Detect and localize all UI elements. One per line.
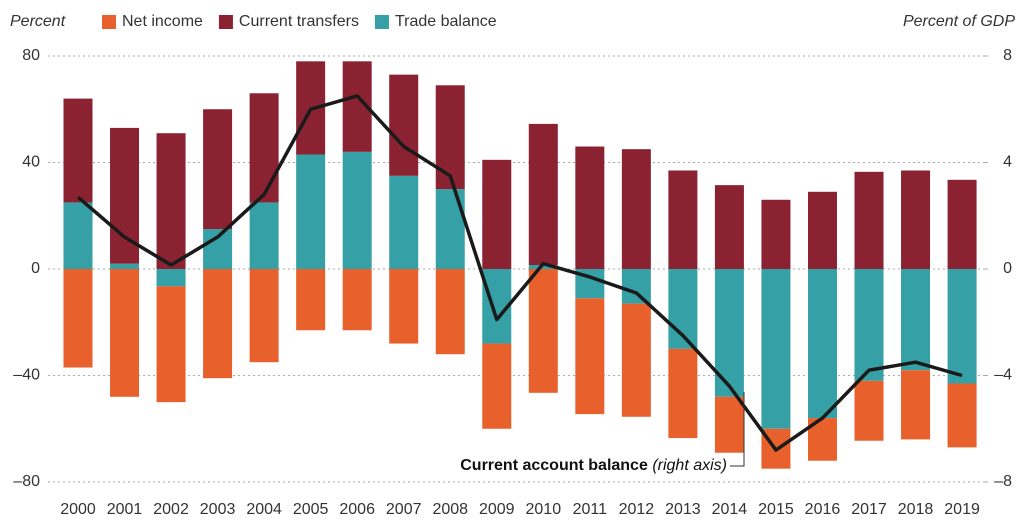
y2-tick-label: 0	[1003, 260, 1012, 277]
x-tick-label: 2000	[60, 501, 96, 518]
bar	[63, 98, 93, 203]
bar	[947, 179, 977, 269]
bar	[342, 151, 372, 269]
bar	[435, 269, 465, 355]
bar	[761, 269, 791, 429]
bar	[854, 380, 884, 441]
bar	[807, 191, 837, 269]
x-tick-label: 2013	[665, 501, 701, 518]
line	[76, 94, 963, 452]
x-tick-label: 2006	[339, 501, 375, 518]
annotation-note: (right axis)	[652, 457, 727, 474]
bar	[901, 269, 931, 371]
y2-tick-label: –8	[994, 473, 1012, 490]
x-tick-label: 2015	[758, 501, 794, 518]
bar	[668, 170, 698, 269]
y2-axis-label: Percent of GDP	[903, 13, 1015, 30]
y-tick-label: 80	[22, 47, 40, 64]
legend-label: Current transfers	[239, 13, 359, 30]
y2-tick-label: –4	[994, 367, 1012, 384]
bar	[389, 269, 419, 344]
x-tick-label: 2014	[712, 501, 748, 518]
x-tick-label: 2009	[479, 501, 515, 518]
bar	[854, 269, 884, 381]
legend-label: Trade balance	[395, 13, 497, 30]
bar	[714, 396, 744, 453]
x-tick-label: 2003	[200, 501, 236, 518]
bar	[482, 343, 512, 429]
legend-swatch	[374, 15, 389, 29]
legend-label: Net income	[122, 13, 203, 30]
x-tick-label: 2010	[526, 501, 562, 518]
bar	[110, 263, 140, 269]
bar	[621, 149, 651, 269]
bar	[249, 93, 279, 203]
bar	[807, 269, 837, 419]
bar	[249, 202, 279, 269]
annotation-leader	[730, 392, 745, 467]
x-tick-label: 2007	[386, 501, 422, 518]
bar	[528, 265, 558, 269]
bar	[296, 269, 326, 331]
bar	[482, 159, 512, 269]
bar	[63, 202, 93, 269]
bar	[621, 269, 651, 304]
y2-tick-label: 4	[1003, 154, 1012, 171]
x-tick-label: 2019	[944, 501, 980, 518]
bar	[668, 348, 698, 439]
y-tick-label: –40	[13, 367, 40, 384]
bar	[714, 185, 744, 269]
bar	[110, 269, 140, 397]
x-tick-label: 2016	[805, 501, 841, 518]
bar	[575, 298, 605, 415]
bar	[63, 269, 93, 368]
bar	[901, 170, 931, 269]
x-tick-label: 2008	[432, 501, 468, 518]
bar	[947, 269, 977, 384]
bar	[156, 286, 186, 403]
y2-tick-label: 8	[1003, 47, 1012, 64]
x-tick-label: 2004	[246, 501, 282, 518]
x-tick-label: 2001	[107, 501, 143, 518]
x-tick-label: 2018	[898, 501, 934, 518]
bar	[575, 146, 605, 269]
legend-swatch	[218, 15, 233, 29]
bar	[203, 269, 233, 379]
x-tick-label: 2017	[851, 501, 887, 518]
bar	[947, 383, 977, 448]
x-tick-label: 2002	[153, 501, 189, 518]
bar	[249, 269, 279, 363]
bar	[528, 269, 558, 393]
bar	[621, 303, 651, 417]
bar	[435, 85, 465, 190]
x-tick-label: 2011	[573, 501, 608, 518]
annotation: Current account balance (right axis)	[460, 457, 727, 474]
bar	[203, 109, 233, 230]
bar	[901, 370, 931, 440]
bar	[528, 123, 558, 266]
bar	[156, 269, 186, 287]
bar	[296, 154, 326, 269]
bar	[435, 189, 465, 269]
bar	[342, 269, 372, 331]
y-tick-label: 0	[31, 260, 40, 277]
bar	[156, 133, 186, 269]
legend-swatch	[102, 15, 116, 29]
bar	[761, 199, 791, 269]
bar	[389, 74, 419, 176]
bar	[854, 171, 884, 269]
x-tick-label: 2012	[619, 501, 655, 518]
y-tick-label: 40	[22, 154, 40, 171]
y-tick-label: –80	[13, 473, 40, 490]
x-tick-label: 2005	[293, 501, 329, 518]
y-axis-label: Percent	[10, 13, 66, 30]
bar	[389, 175, 419, 269]
annotation-label: Current account balance	[460, 457, 648, 474]
